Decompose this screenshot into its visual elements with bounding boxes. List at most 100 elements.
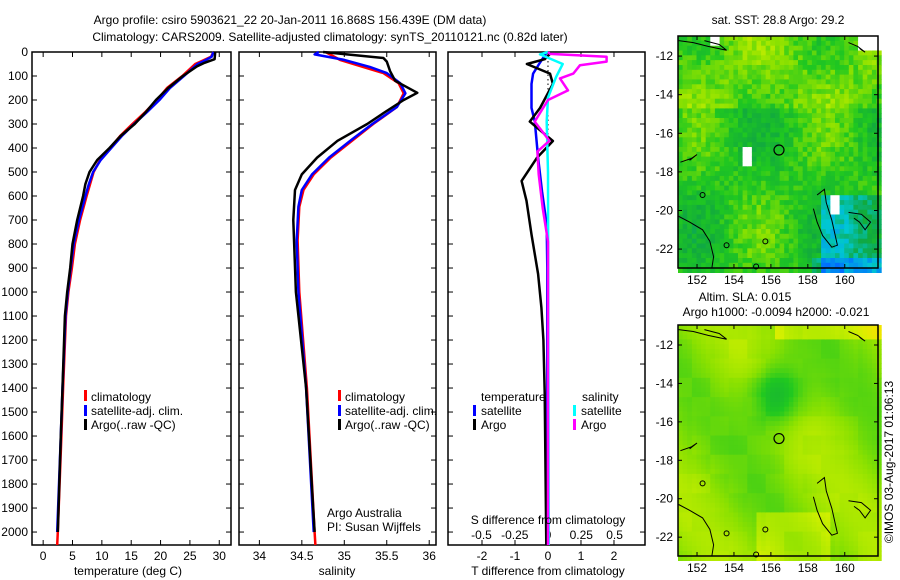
map-cell bbox=[687, 498, 693, 504]
map-cell bbox=[867, 238, 873, 245]
map-cell bbox=[867, 325, 873, 331]
map-cell bbox=[807, 430, 813, 437]
map-cell bbox=[862, 392, 868, 398]
map-cell bbox=[747, 229, 753, 235]
map-cell bbox=[775, 258, 781, 264]
map-cell bbox=[710, 151, 716, 158]
map-cell bbox=[765, 214, 771, 220]
map-cell bbox=[844, 204, 850, 211]
map-cell bbox=[714, 541, 721, 547]
map-cell bbox=[765, 502, 771, 509]
map-cell bbox=[788, 459, 794, 465]
map-cell bbox=[821, 406, 827, 413]
map-cell bbox=[691, 171, 698, 177]
map-cell bbox=[705, 526, 711, 533]
map-cell bbox=[696, 440, 702, 446]
map-cell bbox=[825, 406, 831, 413]
map-cell bbox=[793, 89, 799, 95]
map-cell bbox=[756, 103, 762, 109]
map-cell bbox=[733, 373, 739, 379]
map-cell bbox=[687, 377, 693, 384]
map-cell bbox=[691, 151, 698, 158]
map-cell bbox=[687, 180, 693, 187]
map-cell bbox=[807, 498, 813, 504]
map-cell bbox=[844, 406, 850, 413]
map-cell bbox=[793, 253, 799, 259]
map-cell bbox=[678, 40, 684, 47]
map-cell bbox=[821, 349, 827, 355]
map-cell bbox=[770, 377, 776, 384]
map-cell bbox=[858, 502, 864, 509]
map-cell bbox=[835, 224, 841, 230]
map-cell bbox=[775, 65, 781, 71]
map-cell bbox=[724, 93, 730, 100]
map-cell bbox=[821, 55, 827, 61]
map-cell bbox=[756, 546, 762, 552]
map-cell bbox=[742, 248, 748, 254]
map-cell bbox=[742, 142, 748, 148]
map-cell bbox=[733, 531, 739, 537]
map-cell bbox=[733, 93, 739, 100]
map-cell bbox=[761, 531, 767, 537]
map-cell bbox=[678, 493, 684, 499]
map-cell bbox=[876, 425, 882, 432]
map-cell bbox=[682, 137, 688, 143]
map-cell bbox=[839, 175, 845, 182]
map-cell bbox=[678, 127, 684, 134]
map-cell bbox=[728, 267, 734, 273]
map-cell bbox=[793, 161, 799, 167]
map-cell bbox=[830, 204, 836, 211]
map-cell bbox=[770, 478, 776, 485]
map-cell bbox=[710, 89, 716, 95]
map-cell bbox=[775, 103, 781, 109]
map-cell bbox=[811, 382, 818, 389]
map-cell bbox=[742, 98, 748, 105]
map-cell bbox=[751, 411, 758, 417]
map-cell bbox=[839, 127, 845, 134]
map-cell bbox=[876, 329, 882, 336]
map-cell bbox=[816, 55, 822, 61]
map-cell bbox=[714, 440, 721, 446]
map-cell bbox=[862, 45, 868, 52]
map-cell bbox=[742, 103, 748, 109]
map-cell bbox=[871, 373, 878, 379]
map-cell bbox=[719, 344, 725, 350]
map-cell bbox=[839, 200, 845, 206]
map-cell bbox=[844, 425, 850, 432]
map-cell bbox=[691, 454, 698, 461]
map-cell bbox=[784, 233, 790, 240]
map-cell bbox=[761, 517, 767, 523]
map-cell bbox=[728, 329, 734, 336]
map-cell bbox=[807, 363, 813, 369]
map-cell bbox=[858, 55, 864, 61]
map-cell bbox=[862, 190, 868, 196]
map-cell bbox=[848, 555, 854, 561]
map-cell bbox=[821, 473, 827, 480]
map-cell bbox=[714, 65, 721, 71]
map-cell bbox=[756, 325, 762, 331]
map-cell bbox=[788, 229, 794, 235]
map-cell bbox=[779, 36, 785, 42]
map-cell bbox=[775, 171, 781, 177]
map-cell bbox=[775, 214, 781, 220]
map-cell bbox=[821, 65, 827, 71]
map-cell bbox=[733, 262, 739, 269]
map-cell bbox=[816, 200, 822, 206]
map-cell bbox=[714, 93, 721, 100]
map-cell bbox=[701, 84, 707, 90]
map-cell bbox=[691, 425, 698, 432]
map-cell bbox=[719, 65, 725, 71]
map-cell bbox=[802, 190, 808, 196]
map-cell bbox=[742, 483, 748, 489]
map-cell bbox=[696, 36, 702, 42]
map-cell bbox=[696, 392, 702, 398]
map-cell bbox=[775, 392, 781, 398]
map-cell bbox=[710, 502, 716, 509]
map-cell bbox=[738, 175, 744, 182]
map-cell bbox=[784, 50, 790, 56]
map-cell bbox=[835, 325, 841, 331]
map-cell bbox=[691, 416, 698, 422]
map-cell bbox=[839, 180, 845, 187]
map-cell bbox=[802, 65, 808, 71]
map-cell bbox=[871, 209, 878, 216]
